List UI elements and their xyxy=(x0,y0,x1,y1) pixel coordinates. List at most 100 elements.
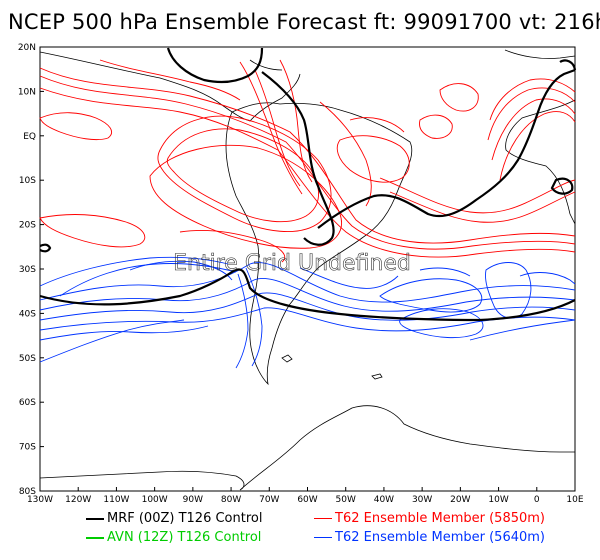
red-contour-20 xyxy=(419,114,453,139)
lat-tick-label: 30S xyxy=(19,265,36,275)
blue-contour-2 xyxy=(39,278,576,312)
falklands-coast xyxy=(281,354,293,363)
red-contour-5 xyxy=(166,128,319,223)
blue-contour-10 xyxy=(235,273,249,369)
lon-tick-label: 120W xyxy=(65,495,91,505)
mrf-control-contour-6 xyxy=(559,59,577,71)
red-contour-4 xyxy=(157,115,332,232)
mrf-control-contour-3 xyxy=(261,71,335,246)
blue-contour-4 xyxy=(39,307,576,332)
lat-tick-label: 60S xyxy=(19,398,36,408)
blue-contour-18 xyxy=(419,267,471,277)
blue-contour-15 xyxy=(469,319,576,341)
undefined-grid-text: Entire Grid Undefined xyxy=(173,251,411,276)
lon-tick-label: 50W xyxy=(336,495,356,505)
lat-tick-label: 50S xyxy=(19,354,36,364)
mrf-control-contour-2 xyxy=(166,47,264,84)
africa-north-coast xyxy=(504,49,576,59)
legend-mrf: MRF (00Z) T126 Control xyxy=(86,511,262,526)
lon-tick-label: 10E xyxy=(566,495,583,505)
legend-red-label: T62 Ensemble Member (5850m) xyxy=(335,511,545,526)
red-contour-16 xyxy=(487,87,576,141)
legend-mrf-label: MRF (00Z) T126 Control xyxy=(107,511,263,526)
mrf-control-contour-1 xyxy=(39,268,576,322)
red-contour-2 xyxy=(39,75,576,250)
lat-tick-label: 20N xyxy=(18,43,36,53)
legend-red-member: T62 Ensemble Member (5850m) xyxy=(314,511,545,526)
lon-tick-label: 100W xyxy=(142,495,168,505)
red-contour-23 xyxy=(439,83,479,112)
red-contour-14 xyxy=(389,191,576,223)
lon-tick-label: 60W xyxy=(297,495,317,505)
lon-tick-label: 40W xyxy=(374,495,394,505)
lon-tick-label: 130W xyxy=(27,495,53,505)
lon-tick-label: 20W xyxy=(450,495,470,505)
lat-tick-label: 10S xyxy=(19,176,36,186)
blue-contour-1 xyxy=(39,262,576,303)
red-contour-21 xyxy=(39,214,146,248)
legend-red-swatch xyxy=(314,518,332,519)
red-contour-3 xyxy=(39,87,576,258)
red-contour-9 xyxy=(279,59,313,183)
legend-blue-swatch xyxy=(314,537,332,538)
blue-contours xyxy=(39,256,576,369)
lat-tick-label: 40S xyxy=(19,309,36,319)
lon-tick-label: 80W xyxy=(221,495,241,505)
legend-avn-swatch xyxy=(86,536,104,539)
blue-contour-16 xyxy=(299,267,399,289)
south-georgia-coast xyxy=(371,373,383,380)
red-contour-22 xyxy=(179,230,286,263)
lon-tick-label: 110W xyxy=(103,495,129,505)
blue-contour-5 xyxy=(39,319,185,363)
red-contour-17 xyxy=(491,98,576,161)
mrf-control-contour-5 xyxy=(550,177,574,195)
legend-mrf-swatch xyxy=(86,517,104,520)
red-contour-6 xyxy=(149,144,342,249)
red-contour-18 xyxy=(499,111,576,181)
central-america-coast xyxy=(39,51,301,122)
blue-contour-13 xyxy=(485,262,532,319)
red-contour-15 xyxy=(489,78,576,121)
legend-blue-label: T62 Ensemble Member (5640m) xyxy=(335,530,545,545)
red-contour-1 xyxy=(39,67,576,244)
lon-tick-label: 0 xyxy=(534,495,540,505)
red-contour-8 xyxy=(239,61,303,195)
longitude-axis: 130W 120W 110W 100W 90W 80W 70W 60W 50W 40W 30W 20W… xyxy=(27,487,584,505)
legend-avn: AVN (12Z) T126 Control xyxy=(86,530,261,545)
legend-blue-member: T62 Ensemble Member (5640m) xyxy=(314,530,545,545)
blue-contour-3 xyxy=(39,292,576,321)
south-america-coast xyxy=(225,102,413,386)
lat-tick-label: 80S xyxy=(19,487,36,497)
red-contour-7 xyxy=(254,69,301,187)
latitude-axis: 20N 10N EQ 10S 20S 30S 40S 50S 60S 70S 80S xyxy=(18,43,44,497)
lon-tick-label: 10W xyxy=(488,495,508,505)
antarctica-coast xyxy=(39,405,575,491)
red-contour-12 xyxy=(349,117,405,133)
lat-tick-label: 20S xyxy=(19,221,36,231)
lat-tick-label: 70S xyxy=(19,443,36,453)
blue-contour-9 xyxy=(245,267,263,367)
blue-contour-8 xyxy=(39,256,229,287)
red-contour-10 xyxy=(319,101,372,207)
blue-contour-11 xyxy=(379,278,483,313)
map-title: NCEP 500 hPa Ensemble Forecast ft: 99091… xyxy=(8,10,600,34)
lat-tick-label: EQ xyxy=(23,132,36,142)
lat-tick-label: 10N xyxy=(18,87,36,97)
lon-tick-label: 30W xyxy=(412,495,432,505)
mrf-control-contour-7 xyxy=(39,243,52,253)
blue-contour-6 xyxy=(39,325,209,341)
blue-contour-14 xyxy=(519,272,576,285)
legend-avn-label: AVN (12Z) T126 Control xyxy=(107,530,262,545)
blue-contour-17 xyxy=(129,260,233,281)
mrf-control-contour-4 xyxy=(317,68,576,229)
red-contour-11 xyxy=(336,135,410,183)
mrf-control-contours xyxy=(39,47,577,322)
red-contour-19 xyxy=(39,112,112,141)
blue-contour-12 xyxy=(399,308,484,339)
lon-tick-label: 90W xyxy=(183,495,203,505)
lon-tick-label: 70W xyxy=(259,495,279,505)
red-contour-13 xyxy=(379,177,576,214)
red-contours xyxy=(39,59,576,263)
red-contour-24 xyxy=(99,59,241,101)
